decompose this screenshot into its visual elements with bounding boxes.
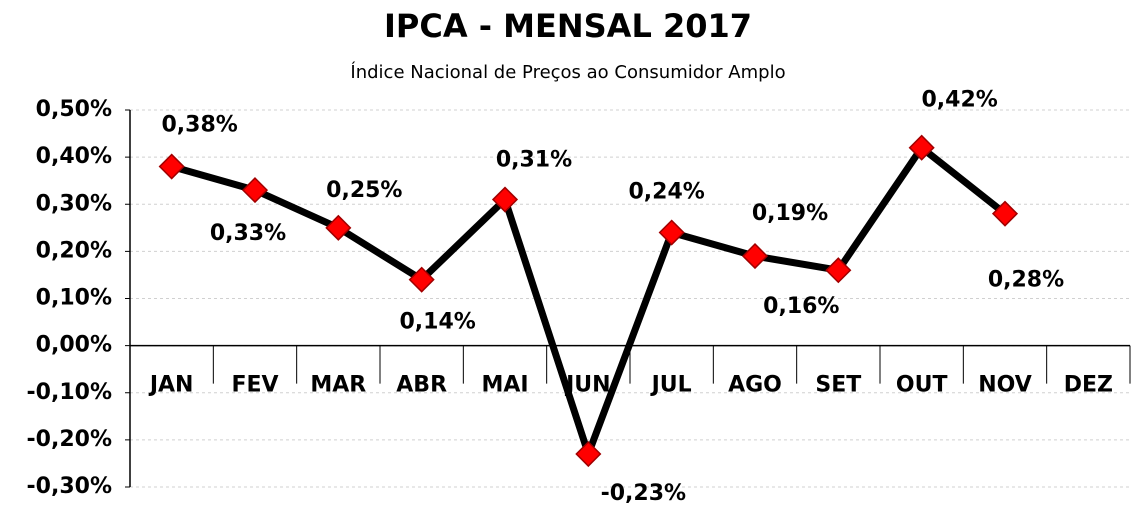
data-label: 0,25%: [326, 178, 402, 203]
data-label: 0,31%: [496, 148, 572, 173]
data-marker: [991, 200, 1019, 227]
data-marker: [825, 257, 852, 284]
data-label: 0,42%: [922, 88, 998, 113]
x-tick-label: FEV: [231, 373, 278, 398]
chart-subtitle: Índice Nacional de Preços ao Consumidor …: [350, 61, 785, 83]
data-label: 0,38%: [162, 113, 238, 138]
y-tick-label: 0,50%: [36, 97, 112, 122]
data-label: -0,23%: [601, 481, 686, 506]
y-tick-label: 0,20%: [36, 238, 112, 263]
data-label: 0,24%: [629, 180, 705, 205]
x-tick-label: AGO: [728, 373, 782, 398]
data-label: 0,16%: [763, 294, 839, 319]
chart-title: IPCA - MENSAL 2017: [384, 7, 752, 45]
data-marker: [158, 153, 185, 180]
data-marker: [325, 214, 352, 241]
data-marker: [658, 219, 685, 246]
data-marker: [241, 177, 269, 204]
x-tick-label: ABR: [396, 373, 447, 398]
x-tick-label: OUT: [896, 373, 948, 398]
data-marker: [575, 440, 602, 468]
x-tick-label: MAI: [481, 373, 528, 398]
x-tick-label: SET: [815, 373, 861, 398]
y-tick-label: -0,10%: [27, 380, 112, 405]
data-line: [170, 142, 1008, 465]
x-tick-label: JUL: [650, 373, 692, 398]
y-tick-label: -0,20%: [27, 427, 112, 452]
data-marker: [741, 243, 769, 270]
data-label: 0,14%: [400, 310, 476, 335]
data-label: 0,28%: [988, 268, 1064, 293]
x-tick-label: DEZ: [1064, 373, 1113, 398]
x-tick-label: MAR: [310, 373, 366, 398]
y-tick-label: 0,40%: [36, 144, 112, 169]
data-label: 0,19%: [752, 201, 828, 226]
y-tick-label: -0,30%: [27, 474, 112, 499]
x-tick-label: NOV: [978, 373, 1032, 398]
y-tick-label: 0,10%: [36, 286, 112, 311]
data-marker: [908, 134, 935, 161]
data-marker: [491, 186, 519, 213]
y-tick-label: 0,30%: [36, 191, 112, 216]
x-tick-label: JAN: [148, 373, 194, 398]
data-label: 0,33%: [210, 221, 286, 246]
data-marker: [408, 266, 435, 293]
y-tick-label: 0,00%: [36, 333, 112, 358]
